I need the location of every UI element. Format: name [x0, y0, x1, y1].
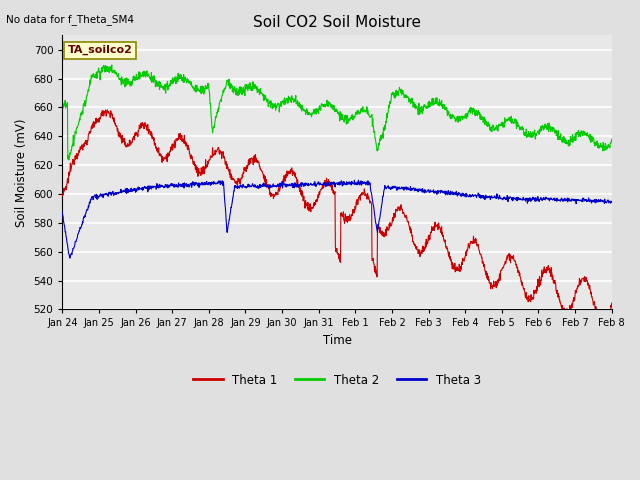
Theta 1 — [58, 193, 66, 199]
Theta 2 — [372, 138, 380, 144]
Theta 1 — [608, 300, 616, 306]
Theta 2 — [108, 62, 116, 68]
Theta 1 — [292, 175, 300, 181]
Theta 3 — [101, 191, 109, 196]
Theta 3 — [292, 183, 300, 189]
Theta 2 — [314, 107, 321, 112]
Y-axis label: Soil Moisture (mV): Soil Moisture (mV) — [15, 118, 28, 227]
Theta 1 — [303, 202, 311, 207]
Theta 1 — [313, 198, 321, 204]
Theta 2 — [58, 105, 66, 111]
Theta 1 — [371, 264, 379, 269]
Text: No data for f_Theta_SM4: No data for f_Theta_SM4 — [6, 14, 134, 25]
Theta 3 — [608, 199, 616, 205]
Theta 2 — [101, 62, 109, 68]
X-axis label: Time: Time — [323, 334, 351, 347]
Line: Theta 3: Theta 3 — [62, 180, 612, 258]
Theta 2 — [124, 81, 132, 87]
Theta 1 — [598, 325, 605, 331]
Theta 2 — [608, 136, 616, 142]
Theta 3 — [58, 209, 66, 215]
Theta 2 — [65, 157, 73, 163]
Theta 3 — [355, 177, 362, 183]
Theta 3 — [124, 186, 131, 192]
Legend: Theta 1, Theta 2, Theta 3: Theta 1, Theta 2, Theta 3 — [188, 369, 486, 391]
Theta 2 — [292, 101, 300, 107]
Line: Theta 2: Theta 2 — [62, 65, 612, 160]
Theta 2 — [303, 108, 311, 113]
Theta 3 — [66, 255, 74, 261]
Theta 3 — [372, 220, 380, 226]
Line: Theta 1: Theta 1 — [62, 110, 612, 328]
Theta 1 — [124, 141, 131, 146]
Theta 3 — [303, 182, 311, 188]
Theta 3 — [313, 181, 321, 187]
Title: Soil CO2 Soil Moisture: Soil CO2 Soil Moisture — [253, 15, 421, 30]
Theta 1 — [104, 107, 111, 113]
Theta 1 — [101, 108, 109, 114]
Text: TA_soilco2: TA_soilco2 — [68, 45, 132, 55]
